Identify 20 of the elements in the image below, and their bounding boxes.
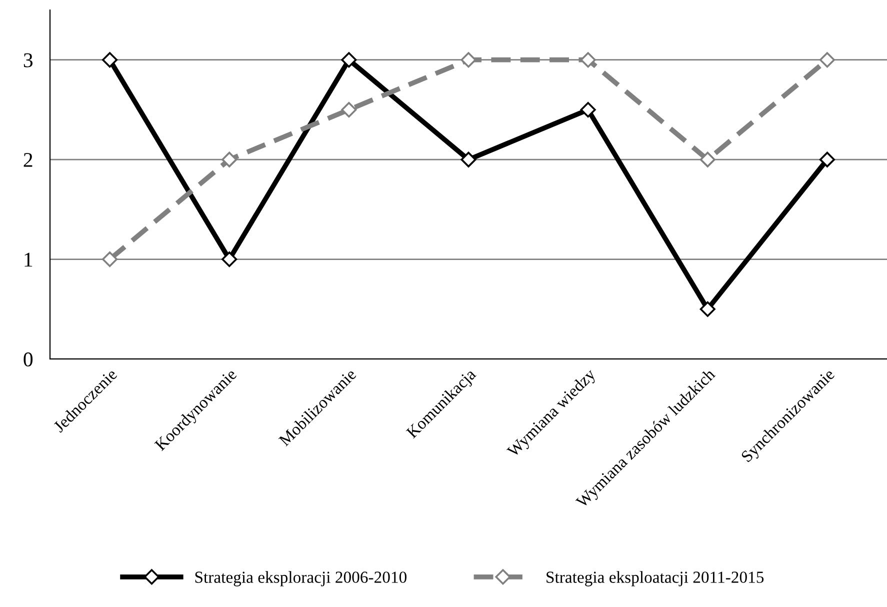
point [580,102,596,118]
legend-label: Strategia eksploatacji 2011-2015 [546,571,764,586]
point [460,52,476,68]
point [460,152,476,168]
point [341,102,357,118]
point [222,152,238,168]
point [102,252,118,268]
y-tick-label: 1 [24,252,32,267]
legend-label: Strategia eksploracji 2006-2010 [195,571,406,586]
point [102,52,118,68]
y-tick-label: 2 [24,153,32,167]
point [819,52,835,68]
y-tick-label: 0 [24,352,33,366]
point [222,252,238,268]
point [700,301,716,317]
point [580,52,596,68]
y-tick-label: 3 [24,53,33,68]
point [341,52,357,68]
point [819,152,835,168]
point [700,152,716,168]
